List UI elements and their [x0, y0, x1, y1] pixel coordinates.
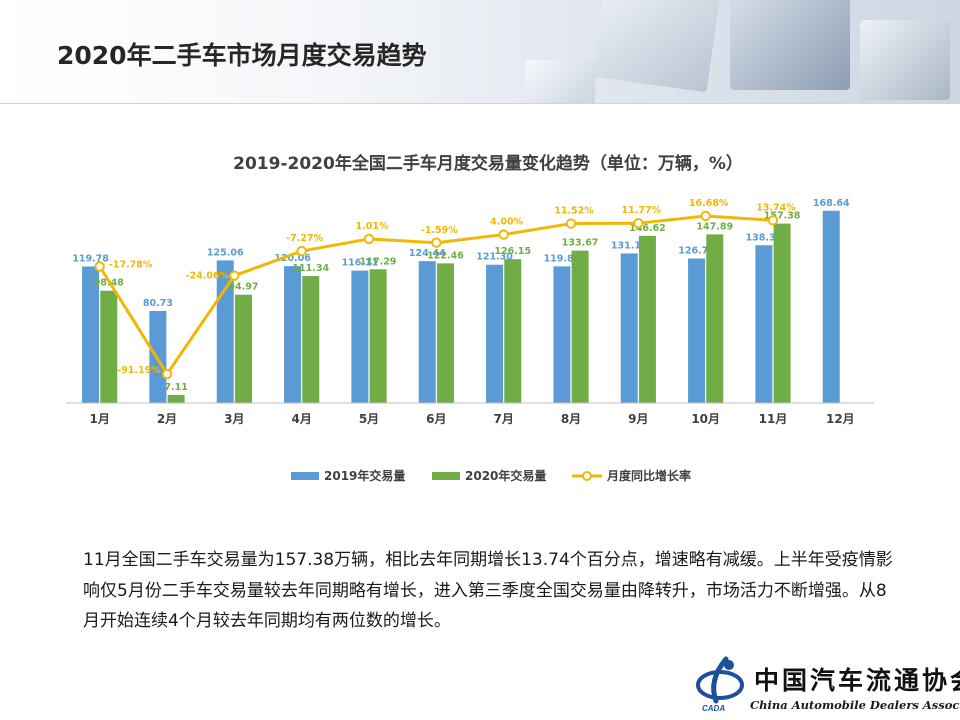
growth-rate-point	[296, 245, 307, 257]
bar-2019	[351, 270, 369, 403]
bar-2019	[486, 264, 504, 403]
bar-2019-label: 80.73	[143, 298, 173, 309]
growth-rate-point	[633, 217, 644, 229]
bar-2020	[571, 250, 589, 403]
bar-2019-label: 120.06	[274, 253, 311, 264]
bar-2020	[167, 394, 185, 403]
x-tick-label: 2月	[157, 412, 177, 426]
bar-2019-label: 116.11	[342, 258, 379, 269]
bar-2019-label: 124.44	[409, 248, 446, 259]
decorative-cube	[525, 60, 595, 103]
bar-2019	[82, 266, 100, 403]
logo-name-cn: 中国汽车流通协会	[754, 666, 960, 695]
x-tick-label: 9月	[628, 412, 648, 426]
bar-2019-label: 119.86	[544, 253, 581, 264]
growth-rate-label: -17.78%	[109, 259, 153, 270]
bar-2020	[638, 235, 656, 403]
page-title: 2020年二手车市场月度交易趋势	[57, 41, 427, 70]
bar-2019	[284, 266, 302, 403]
bar-2020	[234, 294, 252, 403]
bar-2020	[100, 290, 118, 403]
bar-2020	[504, 259, 522, 403]
bar-2019-label: 168.64	[813, 198, 850, 209]
growth-rate-label: 11.77%	[622, 205, 662, 216]
bar-2020-label: 111.34	[292, 263, 329, 274]
bar-2019	[688, 258, 706, 403]
legend-label-2020: 2020年交易量	[465, 468, 546, 483]
summary-text: 11月全国二手车交易量为157.38万辆，相比去年同期增长13.74个百分点，增…	[83, 550, 893, 631]
growth-rate-point	[431, 237, 442, 248]
growth-rate-point	[498, 229, 509, 240]
growth-rate-label: -7.27%	[286, 233, 323, 244]
growth-rate-label: -24.06%	[186, 271, 230, 282]
bar-2020-label: 7.11	[164, 382, 187, 393]
x-tick-label: 11月	[759, 412, 788, 426]
growth-rate-label: 11.52%	[554, 206, 594, 217]
bar-2019	[822, 210, 840, 403]
bar-2019-label: 119.78	[72, 253, 109, 264]
bar-2020	[706, 234, 724, 403]
legend-label-growth: 月度同比增长率	[606, 468, 691, 483]
bar-2020-label: 157.38	[764, 211, 801, 222]
bar-2020	[302, 276, 320, 403]
x-tick-label: 8月	[561, 412, 581, 426]
legend-swatch-2019	[291, 472, 319, 480]
header-divider	[0, 103, 960, 104]
bar-2020-label: 133.67	[562, 238, 599, 249]
header-banner: 2020年二手车市场月度交易趋势	[0, 0, 960, 103]
legend-label-2019: 2019年交易量	[324, 468, 405, 483]
decorative-cube	[860, 20, 950, 100]
logo-emblem-icon	[696, 656, 744, 704]
bar-2020-label: 122.46	[427, 250, 464, 261]
x-tick-label: 3月	[224, 412, 244, 426]
legend-swatch-growth-marker	[582, 471, 592, 481]
decorative-cube	[730, 0, 850, 90]
bar-2019-label: 131.18	[611, 240, 648, 251]
legend-swatch-2020	[432, 472, 460, 480]
association-logo: CADA 中国汽车流通协会 China Automobile Dealers A…	[696, 655, 960, 720]
growth-rate-point	[363, 233, 375, 245]
bar-2020-label: 126.15	[494, 246, 531, 257]
growth-rate-point	[229, 270, 240, 281]
x-tick-label: 6月	[426, 412, 446, 426]
bar-2019-label: 121.30	[476, 252, 513, 263]
bar-2020	[773, 223, 791, 403]
growth-rate-point	[94, 261, 105, 272]
growth-rate-label: 16.68%	[689, 198, 729, 209]
logo-abbr: CADA	[702, 704, 726, 713]
growth-rate-label: 1.01%	[356, 221, 389, 232]
growth-rate-point	[700, 210, 711, 222]
x-tick-label: 7月	[493, 412, 513, 426]
x-tick-label: 4月	[291, 412, 311, 426]
bar-2020	[436, 263, 454, 403]
bar-2020-label: 146.62	[629, 223, 666, 234]
bar-2019	[418, 261, 436, 403]
x-tick-label: 12月	[826, 412, 855, 426]
bar-2020-label: 94.97	[228, 282, 258, 293]
growth-rate-label: 13.74%	[756, 202, 796, 213]
growth-rate-label: 4.00%	[490, 217, 523, 228]
growth-rate-point	[565, 218, 577, 229]
logo-name-en: China Automobile Dealers Association	[750, 698, 960, 712]
bar-2019-label: 138.37	[746, 232, 783, 243]
bar-2019	[755, 245, 773, 403]
bar-2020-label: 117.29	[360, 256, 397, 267]
bar-2020-label: 147.89	[696, 221, 733, 232]
bar-2020	[369, 269, 387, 403]
x-tick-label: 10月	[691, 412, 720, 426]
x-tick-label: 5月	[359, 412, 379, 426]
chart-title: 2019-2020年全国二手车月度交易量变化趋势（单位：万辆，%）	[233, 153, 743, 174]
bar-2019	[620, 253, 638, 403]
growth-rate-point	[161, 368, 173, 380]
growth-rate-label: -91.19%	[117, 365, 161, 376]
x-tick-label: 1月	[89, 412, 109, 426]
bar-2019-label: 126.74	[678, 246, 715, 257]
bar-2019	[553, 266, 571, 403]
growth-rate-label: -1.59%	[421, 225, 458, 236]
bar-2019-label: 125.06	[207, 247, 244, 258]
growth-rate-point	[767, 215, 779, 226]
